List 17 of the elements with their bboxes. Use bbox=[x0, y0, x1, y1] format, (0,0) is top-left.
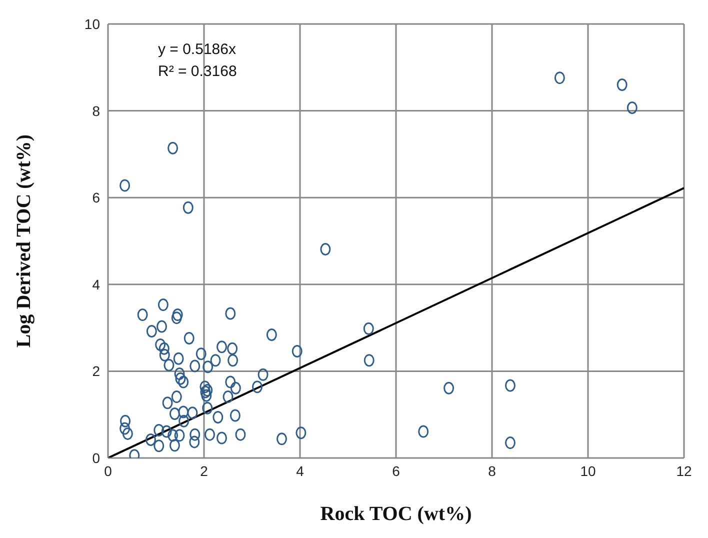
annotation: R² = 0.3168 bbox=[158, 63, 237, 80]
y-tick-label: 8 bbox=[92, 102, 100, 119]
y-tick-label: 4 bbox=[92, 276, 100, 292]
x-tick-label: 8 bbox=[488, 462, 496, 479]
y-tick-label: 6 bbox=[92, 190, 100, 206]
y-tick-label: 10 bbox=[84, 16, 100, 32]
x-tick-label: 2 bbox=[200, 462, 208, 479]
x-tick-label: 6 bbox=[392, 462, 400, 479]
x-tick-label: 12 bbox=[676, 462, 692, 479]
x-tick-label: 4 bbox=[296, 462, 304, 479]
y-axis-title: Log Derived TOC (wt%) bbox=[13, 134, 35, 348]
y-tick-label: 2 bbox=[92, 363, 100, 380]
x-axis-title: Rock TOC (wt%) bbox=[320, 503, 472, 525]
annotation: y = 0.5186x bbox=[158, 41, 236, 58]
x-tick-label: 10 bbox=[580, 462, 596, 479]
y-tick-label: 0 bbox=[92, 450, 100, 466]
x-tick-label: 0 bbox=[104, 462, 112, 479]
